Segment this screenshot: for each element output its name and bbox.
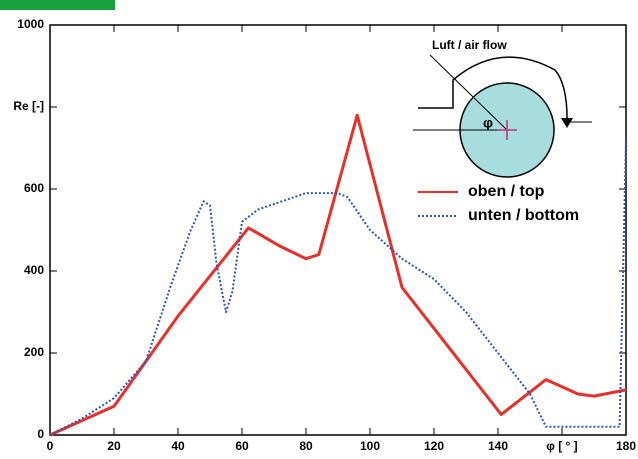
x-tick-label: 0	[47, 439, 54, 453]
x-tick-label: 20	[107, 439, 121, 453]
x-tick-label: 100	[360, 439, 380, 453]
arrow-head	[561, 118, 573, 128]
inset-diagram: Luft / air flow φ	[413, 38, 592, 177]
x-tick-label: 80	[299, 439, 313, 453]
y-tick-label: 600	[24, 181, 44, 195]
annotation: φ	[483, 115, 493, 131]
x-tick-label: 140	[488, 439, 508, 453]
y-tick-label: 0	[37, 427, 44, 441]
x-tick-label: 180	[616, 439, 636, 453]
header-bar	[0, 0, 115, 10]
y-tick-label: 200	[24, 345, 44, 359]
y-tick-label: 1000	[17, 17, 44, 31]
x-tick-label: 40	[171, 439, 185, 453]
legend-label: unten / bottom	[468, 207, 579, 224]
page: Luft / air flow φ 0 200 400 600 Re [-] 1000 0 2…	[0, 0, 638, 459]
x-tick-label: φ [ ° ]	[546, 439, 577, 453]
y-tick-label: Re [-]	[13, 99, 44, 113]
legend-label: oben / top	[468, 183, 545, 200]
chart: Luft / air flow φ 0 200 400 600 Re [-] 1000 0 2…	[0, 0, 638, 454]
y-tick-label: 400	[24, 263, 44, 277]
annotation: Luft / air flow	[432, 38, 507, 52]
x-tick-label: 120	[424, 439, 444, 453]
x-tick-label: 60	[235, 439, 249, 453]
